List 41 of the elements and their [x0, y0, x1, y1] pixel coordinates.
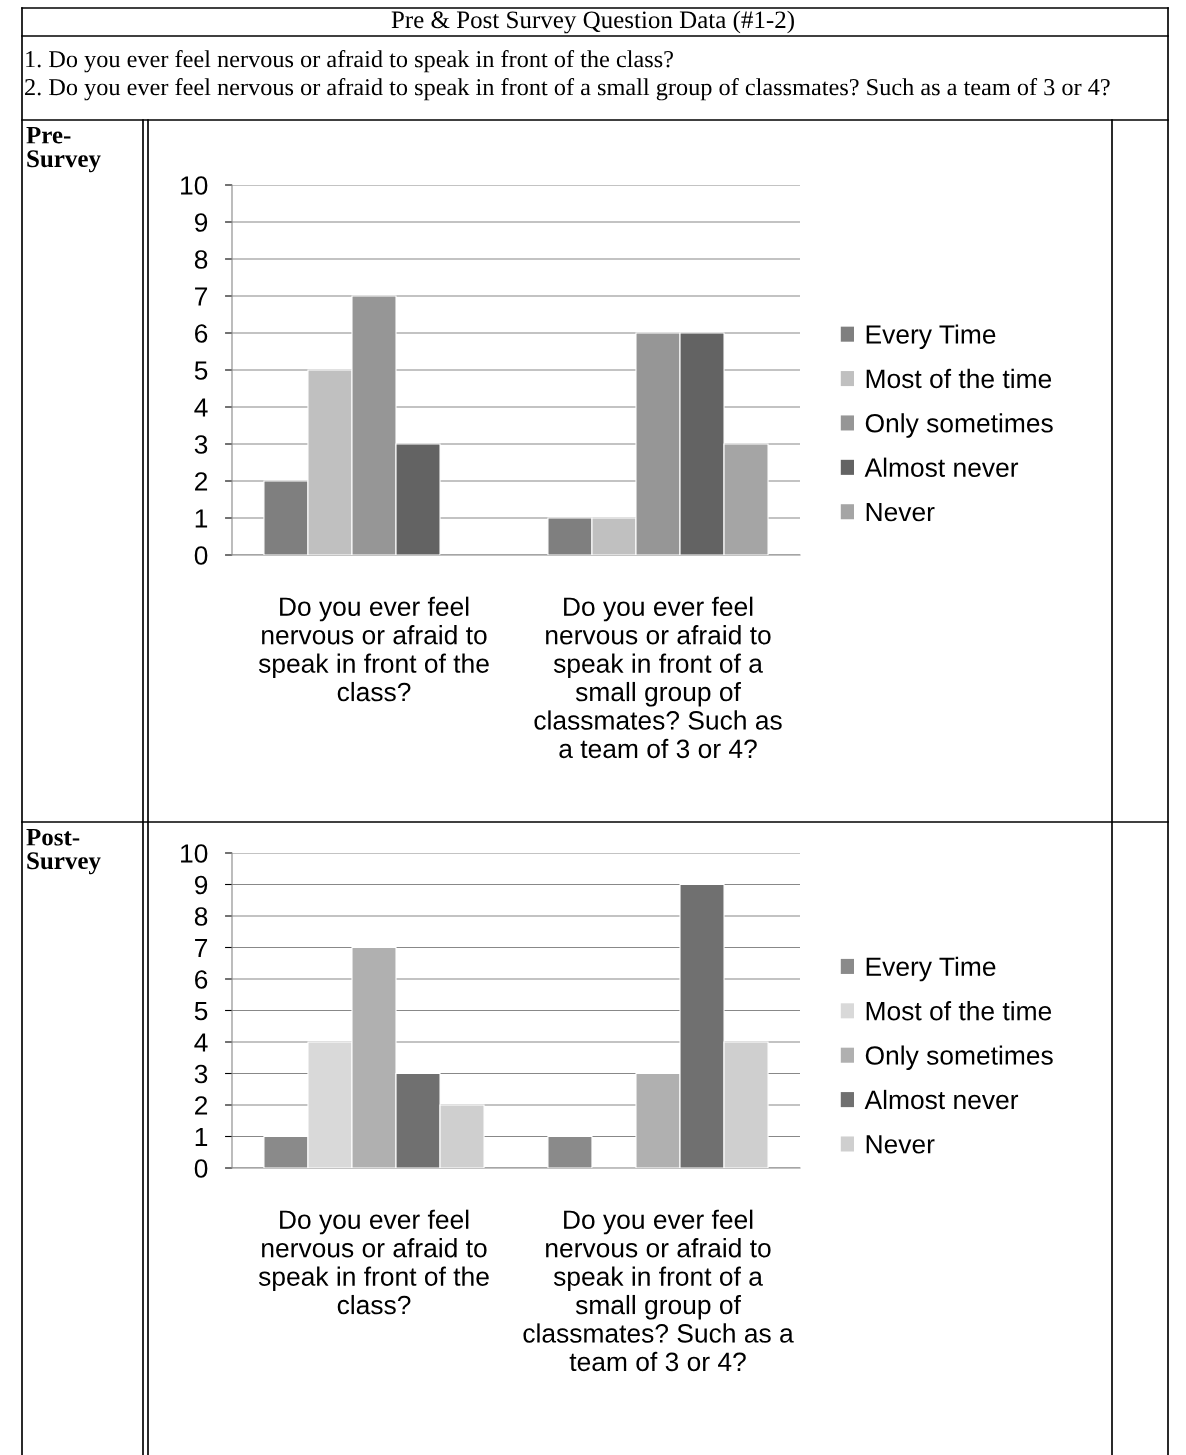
text: 2. Do you ever feel nervous or afraid to speak in front of a small group of classmates? Such as a team of 3 or 4? [25, 78, 1110, 101]
text: 1. Do you ever feel nervous or afraid to speak in front of the class? [26, 50, 673, 73]
y-tick-label: 4 [194, 1033, 208, 1052]
y-tick-label: 9 [194, 875, 208, 895]
y-tick-label: 10 [181, 176, 208, 195]
y-tick-label: 2 [195, 1096, 208, 1115]
legend-label: Almost never [864, 457, 1019, 477]
legend-label: Most of the time [866, 1001, 1052, 1021]
legend-label: Almost never [864, 1089, 1019, 1110]
x-tick-label: Do you ever feel nervous or afraid to speak in front of the class? [258, 1209, 489, 1315]
y-tick-label: 3 [194, 435, 208, 454]
y-tick-label: 4 [194, 398, 208, 417]
legend-label: Every Time [866, 324, 996, 350]
x-tick-label: Do you ever feel nervous or afraid to speak in front of the class? [258, 596, 489, 702]
legend-label: Most of the time [866, 368, 1052, 389]
x-tick-label: Do you ever feel nervous or afraid to speak in front of a small group of classmates? Such as a team of 3 or 4? [523, 1209, 794, 1372]
x-tick-label: Do you ever feel nervous or afraid to speak in front of a small group of classmates? Such as a team of 3 or 4? [534, 596, 782, 759]
y-tick-label: 0 [194, 1159, 208, 1178]
y-tick-label: 5 [194, 1001, 208, 1021]
text: Post- Survey [26, 828, 101, 875]
y-tick-label: 2 [195, 472, 208, 491]
y-tick-label: 8 [194, 250, 208, 269]
y-tick-label: 7 [195, 938, 208, 958]
y-tick-label: 6 [195, 324, 208, 343]
y-tick-label: 5 [194, 361, 208, 380]
legend-label: Only sometimes [865, 1045, 1053, 1071]
y-tick-label: 10 [181, 844, 208, 863]
y-tick-label: 0 [194, 546, 208, 565]
y-tick-label: 1 [195, 1127, 208, 1147]
y-tick-label: 3 [194, 1064, 208, 1084]
y-tick-label: 8 [194, 907, 208, 926]
legend-label: Every Time [866, 956, 996, 982]
legend-label: Never [866, 1135, 935, 1154]
y-tick-label: 1 [195, 509, 208, 528]
legend-label: Never [866, 502, 935, 522]
text: Pre- Survey [26, 126, 101, 173]
chart-title: Pre & Post Survey Question Data (#1-2) [391, 10, 794, 34]
y-tick-label: 6 [195, 970, 208, 989]
y-tick-label: 9 [194, 213, 208, 232]
y-tick-label: 7 [195, 287, 208, 306]
legend-label: Only sometimes [865, 413, 1053, 438]
